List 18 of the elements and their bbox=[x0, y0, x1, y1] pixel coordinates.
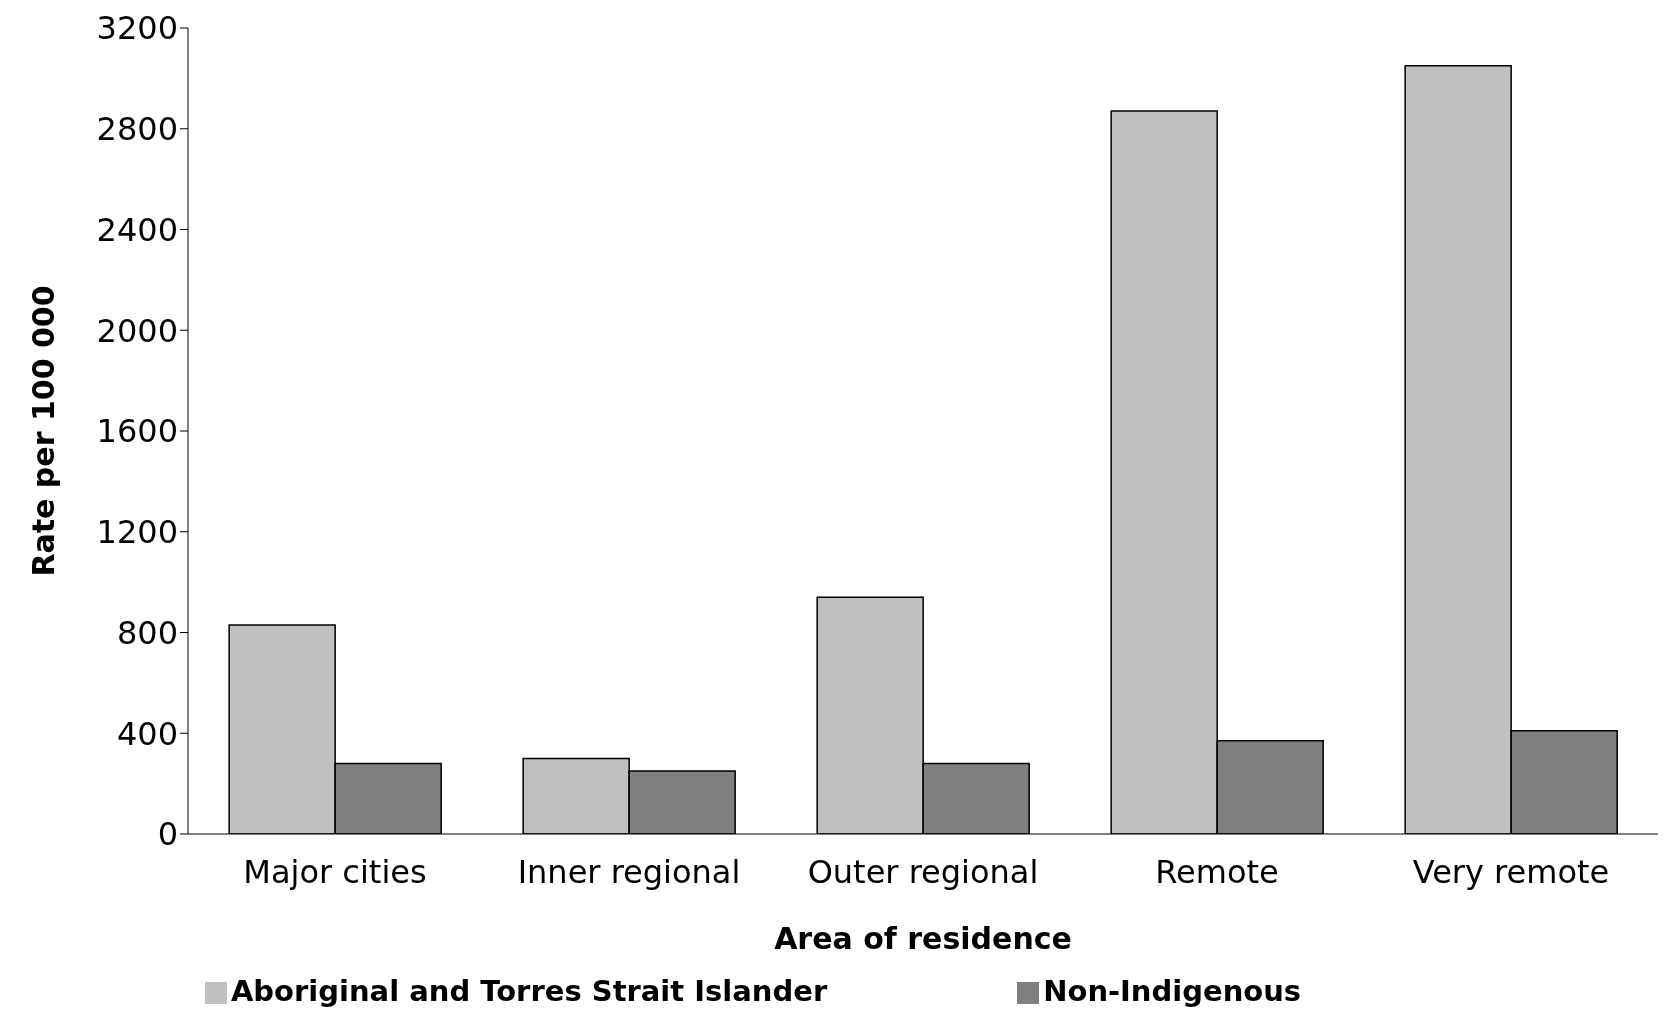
x-tick-label: Outer regional bbox=[807, 852, 1039, 891]
y-tick-label: 1200 bbox=[96, 513, 178, 552]
x-axis-title: Area of residence bbox=[774, 921, 1072, 956]
legend-label: Aboriginal and Torres Strait Islander bbox=[230, 974, 828, 1008]
y-tick-label: 2400 bbox=[96, 210, 178, 249]
legend-label: Non-Indigenous bbox=[1043, 974, 1302, 1008]
x-tick-label: Very remote bbox=[1412, 852, 1610, 891]
y-tick-label: 0 bbox=[157, 815, 178, 854]
x-tick-label: Inner regional bbox=[517, 852, 741, 891]
y-tick-label: 2000 bbox=[96, 311, 178, 350]
x-tick-label: Major cities bbox=[243, 852, 427, 891]
y-tick-label: 3200 bbox=[96, 9, 178, 48]
y-tick-label: 2800 bbox=[96, 110, 178, 149]
y-tick-label: 800 bbox=[116, 613, 178, 652]
y-axis-title: Rate per 100 000 bbox=[25, 285, 61, 577]
y-tick-label: 400 bbox=[116, 714, 178, 753]
y-tick-label: 1600 bbox=[96, 412, 178, 451]
x-tick-label: Remote bbox=[1155, 852, 1279, 891]
